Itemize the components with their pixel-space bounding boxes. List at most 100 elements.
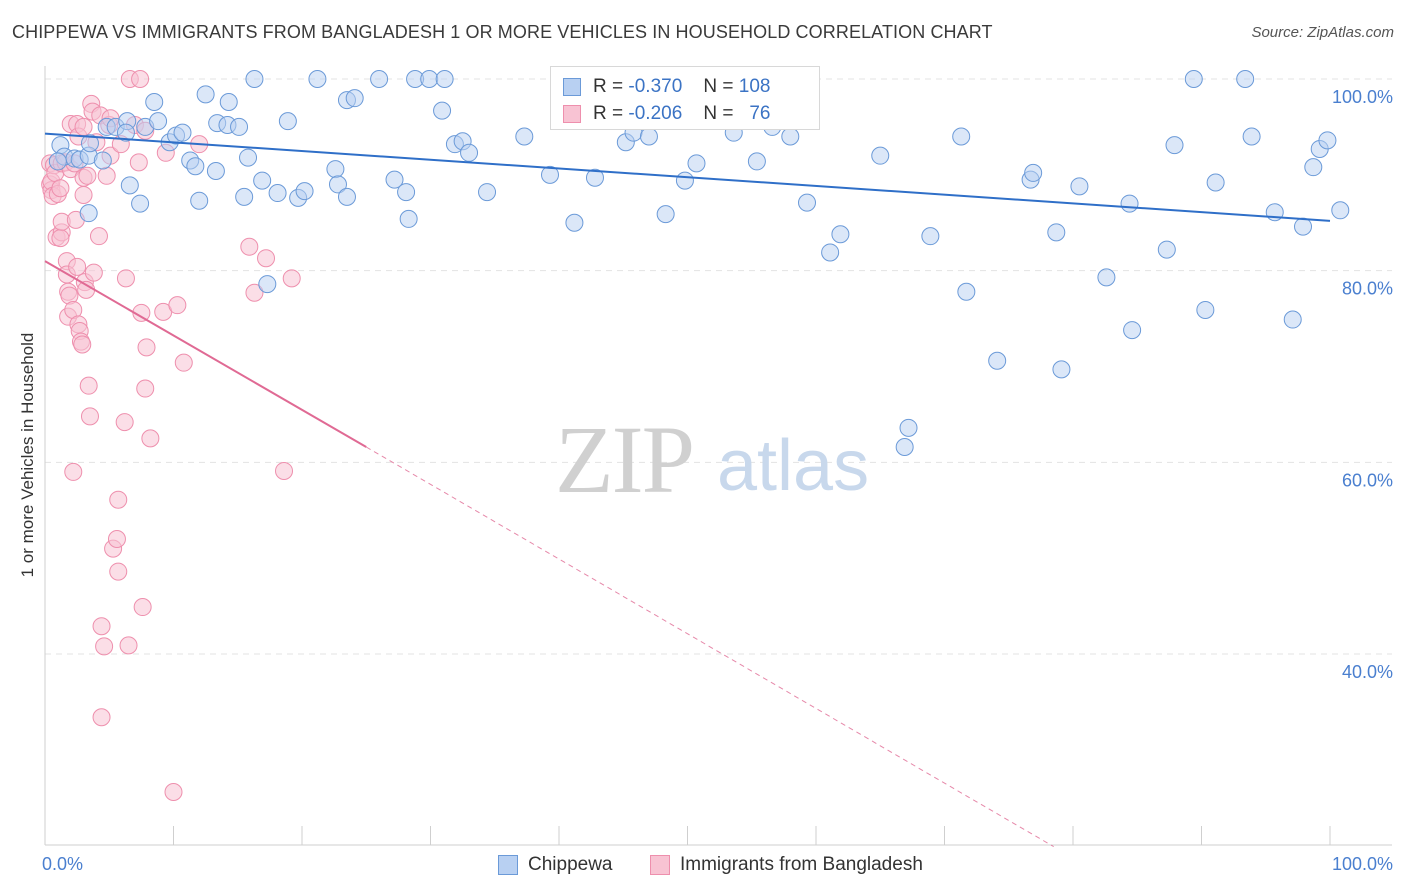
bangladesh-point [51, 179, 70, 198]
bangladesh-point [131, 70, 150, 88]
bangladesh-point [74, 185, 93, 204]
chippewa-point [1206, 173, 1225, 192]
bangladesh-point [92, 708, 111, 727]
chippewa-point [895, 438, 914, 456]
chippewa-point [131, 194, 150, 213]
legend-n-label: N = [703, 76, 734, 97]
chippewa-point [1318, 131, 1337, 150]
chippewa-point [1157, 240, 1176, 259]
y-tick-label: 40.0% [1342, 662, 1393, 682]
bangladesh-point [78, 166, 97, 185]
y-tick-label: 100.0% [1332, 87, 1393, 107]
chippewa-point [80, 134, 99, 153]
bangladesh-point [141, 429, 160, 448]
watermark-atlas: atlas [717, 426, 869, 506]
bangladesh-point [109, 562, 128, 581]
chippewa-point [295, 182, 314, 201]
chippewa-point [435, 70, 454, 88]
chippewa-point [268, 184, 287, 203]
chippewa-point [48, 152, 67, 171]
bangladesh-point [257, 249, 276, 268]
chippewa-point [385, 170, 404, 189]
bangladesh-legend-swatch [650, 855, 670, 875]
chippewa-point [1070, 177, 1089, 196]
chippewa-point [1047, 223, 1066, 242]
chippewa-point [328, 175, 347, 194]
chippewa-point [253, 171, 272, 190]
chippewa-point [1184, 70, 1203, 88]
legend-n-value: 76 [749, 103, 771, 124]
chippewa-point [186, 157, 205, 176]
bangladesh-point [245, 283, 264, 302]
chippewa-point [1120, 194, 1139, 213]
chippewa-point [219, 93, 238, 111]
legend-n-label: N = [703, 103, 734, 124]
bangladesh-point [73, 335, 92, 354]
chippewa-point [675, 171, 694, 190]
chippewa-point [988, 351, 1007, 370]
legend-bangladesh-label: Immigrants from Bangladesh [680, 854, 923, 875]
legend-item-chippewa[interactable]: Chippewa [498, 854, 613, 876]
bangladesh-trend-line [44, 260, 367, 448]
chippewa-point [245, 70, 264, 88]
bangladesh-point [275, 461, 294, 480]
legend-item-bangladesh[interactable]: Immigrants from Bangladesh [650, 854, 923, 876]
stats-legend: R = -0.370 N = 108 R = -0.206 N = 76 [550, 66, 820, 130]
chippewa-point [515, 127, 534, 146]
chippewa-point [1304, 158, 1323, 177]
tick-labels: 40.0% 60.0% 80.0% 100.0% 0.0% 100.0% [42, 87, 1393, 874]
bangladesh-point [115, 413, 134, 432]
chippewa-point [145, 93, 164, 111]
chippewa-point [952, 127, 971, 146]
chippewa-point [190, 191, 209, 210]
chart-title: CHIPPEWA VS IMMIGRANTS FROM BANGLADESH 1… [12, 22, 993, 42]
bangladesh-point [109, 490, 128, 509]
bangladesh-point [133, 598, 152, 617]
bangladesh-point [282, 269, 301, 288]
chippewa-point [1165, 136, 1184, 155]
chippewa-point [656, 205, 675, 224]
legend-r-label: R = [593, 76, 624, 97]
legend-n-value: 108 [738, 76, 771, 97]
legend-r-value: -0.370 [628, 76, 683, 97]
chippewa-point [1283, 310, 1302, 329]
chippewa-point [370, 70, 389, 88]
chippewa-point [921, 227, 940, 246]
legend-chippewa-label: Chippewa [528, 854, 613, 875]
x-tick-label: 0.0% [42, 854, 83, 874]
bangladesh-point [136, 379, 155, 398]
chippewa-point [278, 112, 297, 131]
chippewa-point [196, 85, 215, 104]
chippewa-point [1294, 217, 1313, 236]
chippewa-point [149, 112, 168, 131]
bangladesh-point [119, 636, 138, 655]
chippewa-point [585, 168, 604, 187]
chippewa-point [1123, 321, 1142, 340]
chippewa-trend-line [44, 132, 1331, 222]
y-tick-label: 60.0% [1342, 470, 1393, 490]
grid-lines [45, 78, 1392, 655]
chippewa-point [781, 127, 800, 146]
bangladesh-point [137, 338, 156, 357]
chippewa-point [420, 70, 439, 88]
watermark: ZIP atlas [555, 406, 869, 513]
chippewa-point [79, 204, 98, 223]
chippewa-point [1242, 127, 1261, 146]
chippewa-point [957, 282, 976, 301]
watermark-zip: ZIP [555, 406, 693, 513]
chippewa-point [1236, 70, 1255, 88]
chippewa-point [831, 225, 850, 244]
bangladesh-point [168, 296, 187, 315]
chippewa-point [326, 160, 345, 179]
trend-lines [44, 132, 1331, 848]
chippewa-point [308, 70, 327, 88]
legend-row-bangladesh: R = -0.206 N = 76 [563, 102, 770, 126]
bangladesh-point [116, 269, 135, 288]
chippewa-point [345, 89, 364, 108]
chippewa-point [397, 183, 416, 202]
legend-r-value: -0.206 [628, 103, 683, 124]
chippewa-point [93, 151, 112, 170]
chippewa-point [687, 154, 706, 173]
series-legend: Chippewa Immigrants from Bangladesh [0, 852, 1406, 878]
chippewa-point [541, 165, 560, 184]
